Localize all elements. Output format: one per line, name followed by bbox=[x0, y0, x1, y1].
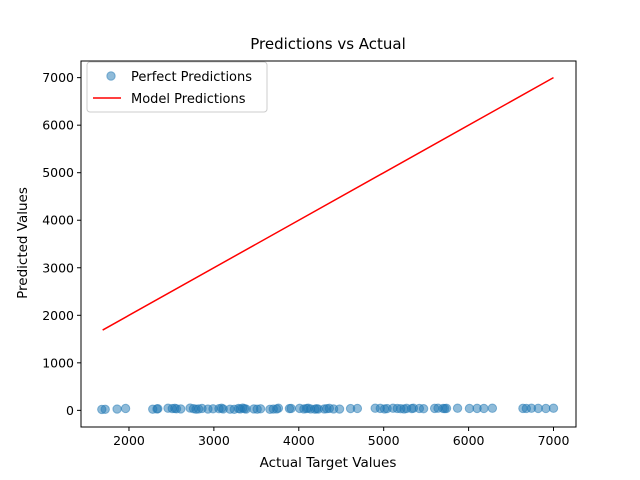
x-tick-label: 3000 bbox=[198, 433, 230, 448]
y-tick-label: 5000 bbox=[42, 165, 74, 180]
y-axis-label: Predicted Values bbox=[15, 187, 31, 299]
chart-title: Predictions vs Actual bbox=[250, 35, 406, 53]
scatter-point bbox=[176, 404, 186, 414]
legend-box bbox=[86, 61, 268, 113]
x-tick-label: 6000 bbox=[453, 433, 485, 448]
scatter-point bbox=[548, 403, 559, 413]
scatter-point bbox=[120, 403, 131, 414]
scatter-point bbox=[352, 403, 363, 414]
scatter-point bbox=[100, 404, 110, 415]
scatter-point bbox=[464, 403, 475, 414]
scatter-point bbox=[153, 404, 163, 414]
plot-area: 2000 3000 4000 5000 6000 7000 0 1000 2000 3000 400… bbox=[42, 60, 577, 448]
y-tick-label: 3000 bbox=[42, 260, 74, 275]
legend-label-perfect-predictions: Perfect Predictions bbox=[131, 70, 252, 85]
scatter-point bbox=[479, 403, 489, 414]
scatter-point bbox=[452, 403, 463, 413]
x-axis-label: Actual Target Values bbox=[260, 455, 397, 471]
scatter-point bbox=[418, 404, 429, 414]
y-tick-label: 1000 bbox=[42, 355, 74, 370]
legend-label-model-predictions: Model Predictions bbox=[131, 92, 246, 107]
x-tick-label: 7000 bbox=[538, 433, 570, 448]
scatter-point bbox=[533, 403, 543, 414]
x-tick-label: 4000 bbox=[283, 433, 315, 448]
scatter-point bbox=[286, 403, 296, 414]
scatter-point bbox=[541, 403, 551, 414]
y-tick-label: 6000 bbox=[42, 118, 74, 133]
x-tick-label: 2000 bbox=[113, 433, 145, 448]
scatter-point bbox=[273, 403, 284, 413]
scatter-point bbox=[112, 404, 122, 414]
y-tick-label: 7000 bbox=[42, 70, 74, 85]
scatter-point bbox=[255, 404, 266, 414]
scatter-point bbox=[441, 403, 452, 414]
y-tick-label: 4000 bbox=[42, 213, 74, 228]
axes-frame bbox=[80, 60, 577, 428]
y-tick-label: 2000 bbox=[42, 308, 74, 323]
model-predictions-line bbox=[102, 76, 554, 331]
legend: Perfect Predictions Model Predictions bbox=[86, 61, 268, 113]
y-tick-label: 0 bbox=[66, 403, 74, 418]
legend-marker-perfect-predictions bbox=[106, 71, 116, 81]
scatter-point bbox=[487, 403, 498, 413]
scatter-point bbox=[334, 404, 345, 414]
x-tick-label: 5000 bbox=[368, 433, 400, 448]
scatter-point bbox=[241, 404, 251, 414]
